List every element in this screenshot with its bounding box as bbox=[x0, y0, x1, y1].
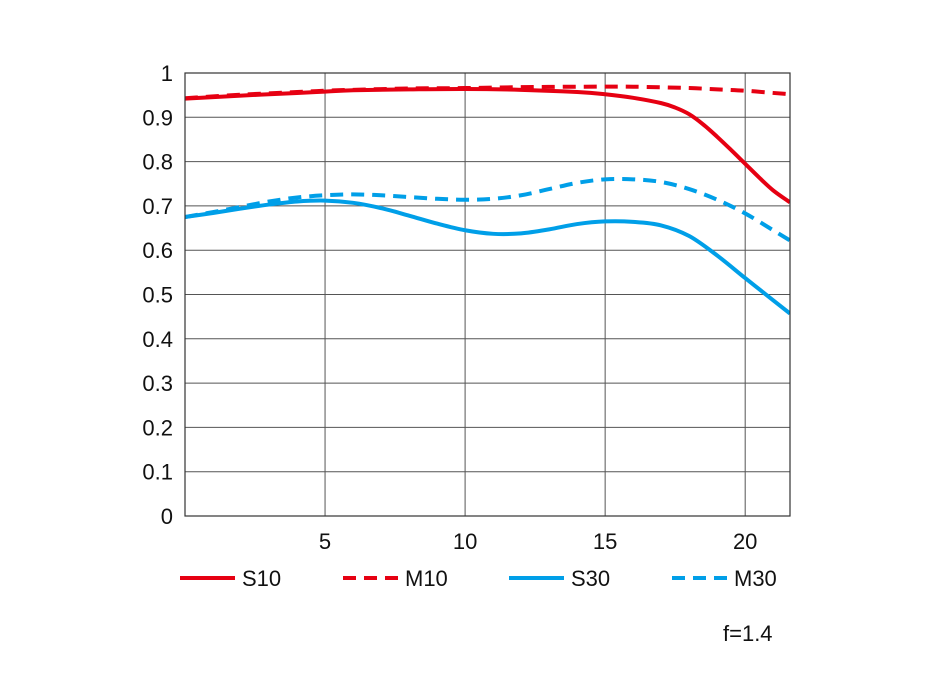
legend-label-s10: S10 bbox=[242, 566, 281, 591]
x-tick-label: 10 bbox=[453, 529, 477, 554]
y-tick-label: 0 bbox=[161, 504, 173, 529]
y-tick-label: 0.9 bbox=[142, 105, 173, 130]
y-tick-label: 0.1 bbox=[142, 460, 173, 485]
y-tick-label: 0.2 bbox=[142, 415, 173, 440]
y-tick-label: 0.3 bbox=[142, 371, 173, 396]
legend-label-m10: M10 bbox=[405, 566, 448, 591]
x-tick-label: 15 bbox=[593, 529, 617, 554]
series-line-s10 bbox=[185, 86, 790, 204]
x-tick-label: 20 bbox=[733, 529, 757, 554]
y-tick-label: 0.8 bbox=[142, 150, 173, 175]
x-tick-label: 5 bbox=[319, 529, 331, 554]
grid bbox=[185, 73, 790, 516]
legend: S10 M10 S30 M30 bbox=[180, 566, 777, 591]
series-line-s30 bbox=[185, 198, 790, 316]
legend-label-m30: M30 bbox=[734, 566, 777, 591]
plot-frame bbox=[184, 72, 791, 517]
series-line-m10 bbox=[185, 84, 790, 101]
legend-label-s30: S30 bbox=[571, 566, 610, 591]
y-tick-label: 0.6 bbox=[142, 238, 173, 263]
aperture-note: f=1.4 bbox=[723, 621, 773, 646]
plot-area bbox=[185, 84, 790, 316]
y-tick-label: 1 bbox=[161, 61, 173, 86]
y-tick-label: 0.5 bbox=[142, 283, 173, 308]
series-line-m30 bbox=[185, 176, 790, 243]
y-axis-ticks: 0 0.1 0.2 0.3 0.4 0.5 0.6 0.7 0.8 0.9 1 bbox=[142, 61, 173, 529]
y-tick-label: 0.4 bbox=[142, 327, 173, 352]
x-axis-ticks: 5 10 15 20 bbox=[319, 529, 758, 554]
y-tick-label: 0.7 bbox=[142, 194, 173, 219]
